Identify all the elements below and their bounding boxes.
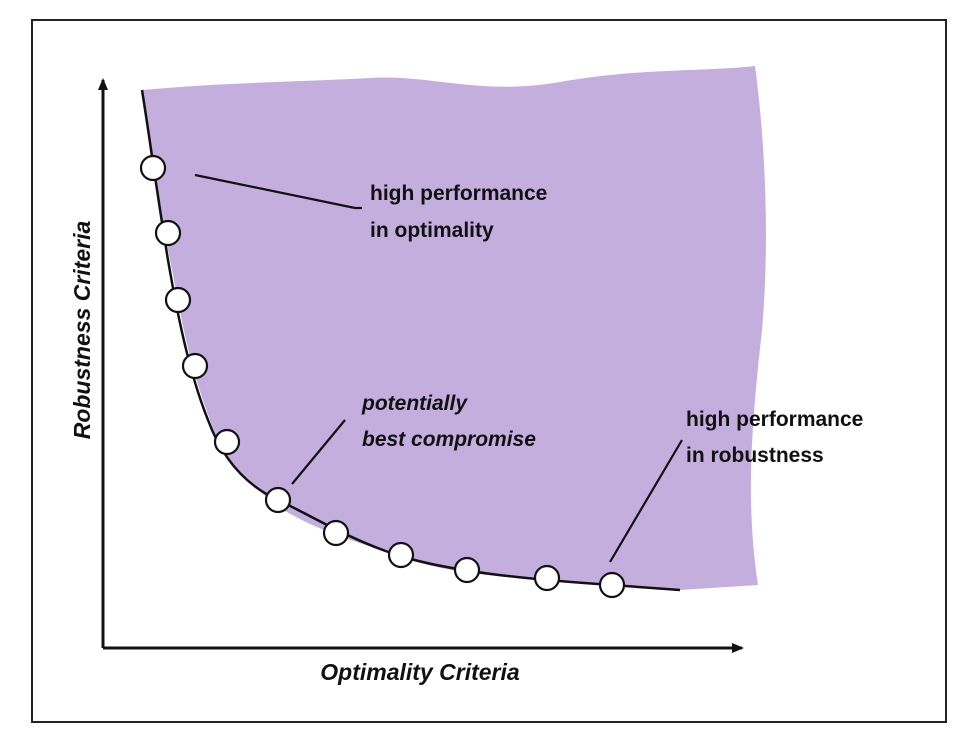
annotation-robustness-line1: high performance <box>686 408 863 431</box>
annotation-compromise-line2: best compromise <box>362 428 536 451</box>
leader-line-compromise <box>291 419 346 485</box>
figure-border <box>31 19 947 723</box>
pareto-point <box>154 219 182 247</box>
annotation-optimality-line2: in optimality <box>370 219 494 242</box>
pareto-point <box>387 541 415 569</box>
annotation-compromise-line1: potentially <box>361 392 468 415</box>
annotation-optimality-line1: high performance <box>370 182 547 205</box>
pareto-point <box>164 286 192 314</box>
pareto-point <box>264 486 292 514</box>
y-axis-title: Robustness Criteria <box>69 221 95 440</box>
leader-line-optimality <box>194 173 356 210</box>
pareto-point <box>181 352 209 380</box>
annotation-robustness-line2: in robustness <box>686 444 824 467</box>
pareto-points <box>139 154 626 599</box>
feasible-region <box>142 66 766 590</box>
pareto-point <box>598 571 626 599</box>
pareto-point <box>453 556 481 584</box>
x-axis-title: Optimality Criteria <box>320 659 520 685</box>
pareto-point <box>213 428 241 456</box>
pareto-point <box>139 154 167 182</box>
leader-line-robustness <box>609 439 683 563</box>
pareto-point <box>533 564 561 592</box>
pareto-point <box>322 519 350 547</box>
